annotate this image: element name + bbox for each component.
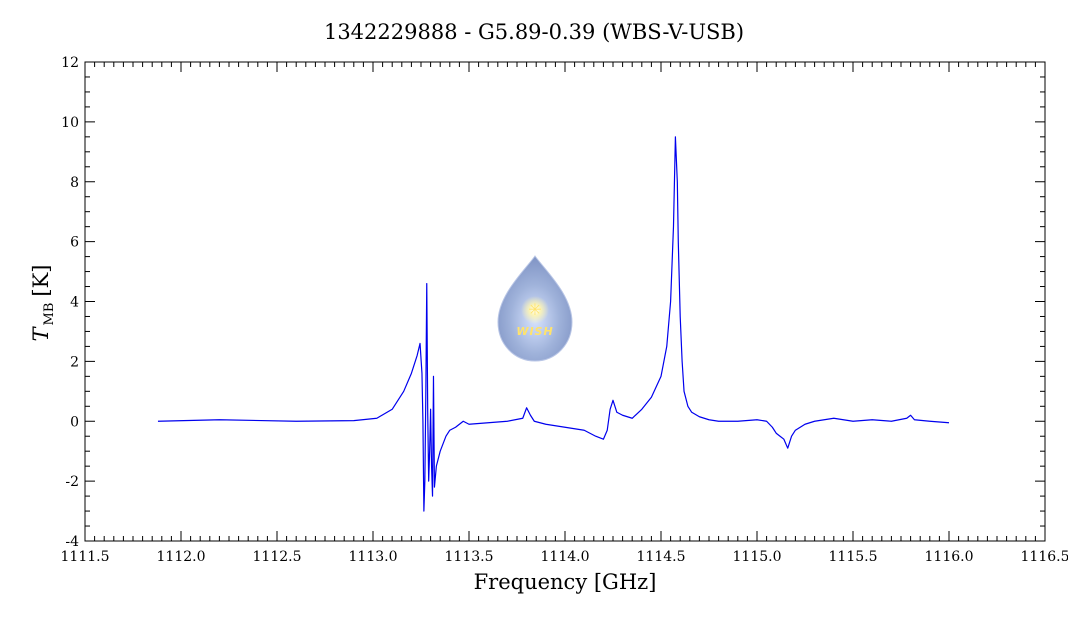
y-tick-labels: -4 -2 0 2 4 6 8 10 12: [61, 55, 79, 550]
chart-title: 1342229888 - G5.89-0.39 (WBS-V-USB): [324, 20, 744, 44]
x-tick-label: 1116.5: [1021, 549, 1068, 565]
spectrum-line: [157, 136, 950, 512]
x-tick-label: 1113.0: [349, 549, 398, 565]
x-tick-labels: 1111.5 1112.0 1112.5 1113.0 1113.5 1114.0 1114…: [61, 549, 1068, 565]
y-tick-label: 6: [70, 235, 79, 251]
series-group: [157, 136, 950, 512]
x-tick-label: 1115.5: [829, 549, 878, 565]
x-axis-label: Frequency [GHz]: [474, 570, 657, 594]
svg-text:TMB[K]: TMB [K]: [29, 265, 57, 342]
y-tick-label: -4: [65, 534, 79, 550]
wish-logo: ✳ WISH: [497, 255, 573, 362]
y-tick-label: 4: [70, 295, 79, 311]
y-axis-label: TMB [K]: [29, 265, 57, 342]
y-tick-label: 12: [61, 55, 79, 71]
y-axis-label-main: T: [29, 325, 53, 341]
star-glow: [521, 296, 549, 324]
y-tick-label: 8: [70, 175, 79, 191]
x-tick-label: 1112.5: [253, 549, 302, 565]
x-tick-label: 1112.0: [157, 549, 206, 565]
y-tick-label: 10: [61, 115, 79, 131]
x-tick-label: 1113.5: [445, 549, 494, 565]
star-icon: ✳: [528, 300, 541, 319]
x-tick-label: 1114.0: [541, 549, 590, 565]
x-tick-label: 1116.0: [925, 549, 974, 565]
y-tick-label: 0: [70, 414, 79, 430]
x-tick-label: 1114.5: [637, 549, 686, 565]
y-tick-label: -2: [65, 474, 79, 490]
y-axis-label-sub: MB: [42, 303, 57, 326]
x-tick-label: 1111.5: [61, 549, 110, 565]
logo-text: WISH: [516, 325, 553, 338]
y-axis-label-unit: [K]: [29, 265, 53, 297]
axis-ticks: [84, 61, 1046, 542]
y-tick-label: 2: [70, 354, 79, 370]
x-tick-label: 1115.0: [733, 549, 782, 565]
